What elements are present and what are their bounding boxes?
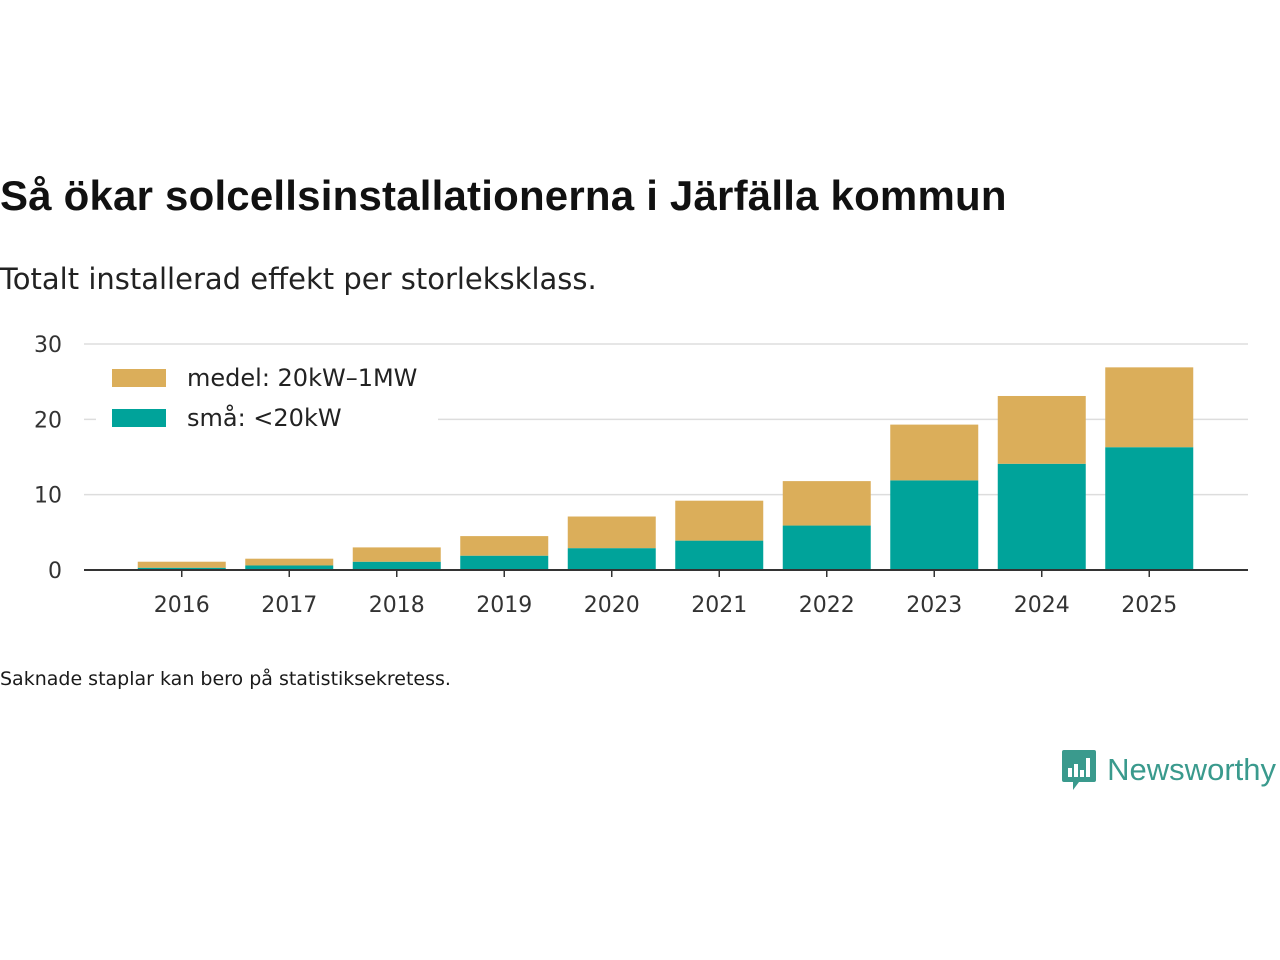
bar-medium-segment [460,536,549,556]
x-tick-label: 2022 [799,593,855,618]
legend-swatch [112,409,166,427]
bar-medium-segment [675,500,764,541]
x-tick-label: 2024 [1014,593,1070,618]
axes-layer: 0 10 20 30 2016 2017 2018 2019 2020 2021 2022 2023 2… [34,333,1248,618]
legend: medel: 20kW–1MW små: <20kW [96,358,438,438]
newsworthy-logo-icon [1062,750,1097,790]
stacked-bar-chart: 0 10 20 30 2016 2017 2018 2019 2020 2021 2022 2023 2… [34,333,1248,618]
bars-layer [137,367,1194,570]
bar-medium-segment [782,481,871,526]
y-tick-label: 10 [34,484,62,509]
x-tick-label: 2016 [154,593,210,618]
footnote: Saknade staplar kan bero på statistiksek… [0,668,451,690]
x-tick-label: 2019 [476,593,532,618]
legend-label: små: <20kW [187,403,342,432]
bar-medium-segment [352,547,441,562]
bar-medium-segment [245,558,334,566]
bar-small-segment [890,480,979,570]
bar-medium-segment [1105,367,1194,448]
brand-logo: Newsworthy [1061,748,1276,792]
brand-name: Newsworthy [1107,752,1276,787]
bar-medium-segment [567,516,656,549]
bar-medium-segment [997,395,1086,464]
x-tick-label: 2023 [906,593,962,618]
bar-small-segment [245,565,334,570]
bar-small-segment [1105,447,1194,570]
x-tick-label: 2018 [369,593,425,618]
x-tick-label: 2020 [584,593,640,618]
chart-title: Så ökar solcellsinstallationerna i Järfä… [0,172,1007,219]
chart-subtitle: Totalt installerad effekt per storlekskl… [0,262,597,296]
bar-small-segment [460,555,549,570]
x-tick-label: 2025 [1121,593,1177,618]
bar-small-segment [997,463,1086,570]
legend-swatch [112,369,166,387]
x-tick-label: 2021 [691,593,747,618]
bar-small-segment [137,567,226,570]
bar-small-segment [782,525,871,570]
bar-medium-segment [890,424,979,481]
y-tick-label: 20 [34,408,62,433]
bar-small-segment [352,561,441,570]
y-tick-label: 30 [34,333,62,358]
x-tick-label: 2017 [261,593,317,618]
legend-label: medel: 20kW–1MW [187,364,417,392]
bar-small-segment [675,540,764,570]
y-tick-label: 0 [48,559,62,584]
bar-medium-segment [137,561,226,568]
bar-small-segment [567,548,656,570]
